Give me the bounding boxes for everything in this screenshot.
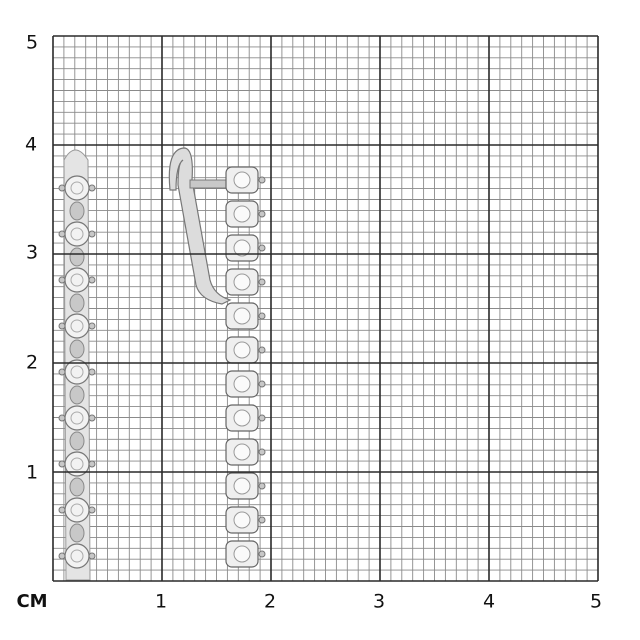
stone-facet xyxy=(70,365,84,379)
stone-facet xyxy=(70,273,84,287)
prong xyxy=(258,482,266,490)
prong xyxy=(58,230,66,238)
stone xyxy=(233,307,251,325)
stone-facet xyxy=(70,457,84,471)
prong xyxy=(258,176,266,184)
stone xyxy=(233,443,251,461)
stone xyxy=(233,375,251,393)
stone xyxy=(233,477,251,495)
prong xyxy=(258,312,266,320)
stone xyxy=(233,409,251,427)
prong xyxy=(258,278,266,286)
link xyxy=(69,385,85,405)
prong xyxy=(58,322,66,330)
unit-label: СМ xyxy=(16,591,48,612)
link xyxy=(69,477,85,497)
earring-image xyxy=(58,147,266,581)
x-label-3: 3 xyxy=(372,590,386,613)
stone-facet xyxy=(70,181,84,195)
prong xyxy=(88,368,96,376)
prong xyxy=(258,244,266,252)
prong xyxy=(58,552,66,560)
y-label-3: 3 xyxy=(25,241,39,264)
x-label-5: 5 xyxy=(589,590,603,613)
prong xyxy=(88,506,96,514)
y-label-2: 2 xyxy=(25,351,39,374)
prong xyxy=(88,276,96,284)
link xyxy=(69,339,85,359)
prong xyxy=(58,506,66,514)
stone-facet xyxy=(70,319,84,333)
prong xyxy=(88,322,96,330)
link xyxy=(69,201,85,221)
prong xyxy=(258,414,266,422)
stone xyxy=(233,205,251,223)
prong xyxy=(58,184,66,192)
prong xyxy=(258,550,266,558)
prong xyxy=(58,460,66,468)
stone-facet xyxy=(70,503,84,517)
stone xyxy=(233,273,251,291)
link xyxy=(69,293,85,313)
earring-post xyxy=(189,179,231,189)
prong xyxy=(88,230,96,238)
stone xyxy=(64,175,90,201)
stone-facet xyxy=(70,549,84,563)
link xyxy=(69,523,85,543)
prong xyxy=(258,346,266,354)
stone xyxy=(64,221,90,247)
prong xyxy=(88,184,96,192)
stone xyxy=(233,545,251,563)
stone xyxy=(233,171,251,189)
x-label-2: 2 xyxy=(263,590,277,613)
prong xyxy=(58,276,66,284)
earring-lever-hook xyxy=(168,147,232,305)
prong xyxy=(88,460,96,468)
y-label-4: 4 xyxy=(24,133,38,156)
y-label-5: 5 xyxy=(25,31,39,54)
stone-facet xyxy=(70,227,84,241)
link xyxy=(69,431,85,451)
prong xyxy=(88,552,96,560)
x-label-4: 4 xyxy=(482,590,496,613)
prong xyxy=(58,414,66,422)
stone xyxy=(64,267,90,293)
x-label-1: 1 xyxy=(154,590,168,613)
stone xyxy=(233,239,251,257)
prong xyxy=(258,448,266,456)
stone xyxy=(64,405,90,431)
prong xyxy=(88,414,96,422)
link xyxy=(69,247,85,267)
stone xyxy=(64,543,90,569)
prong xyxy=(258,210,266,218)
stone xyxy=(64,497,90,523)
prong xyxy=(58,368,66,376)
prong xyxy=(258,516,266,524)
prong xyxy=(258,380,266,388)
stone xyxy=(233,511,251,529)
stone-facet xyxy=(70,411,84,425)
stone xyxy=(233,341,251,359)
stone xyxy=(64,313,90,339)
y-label-1: 1 xyxy=(25,461,39,484)
